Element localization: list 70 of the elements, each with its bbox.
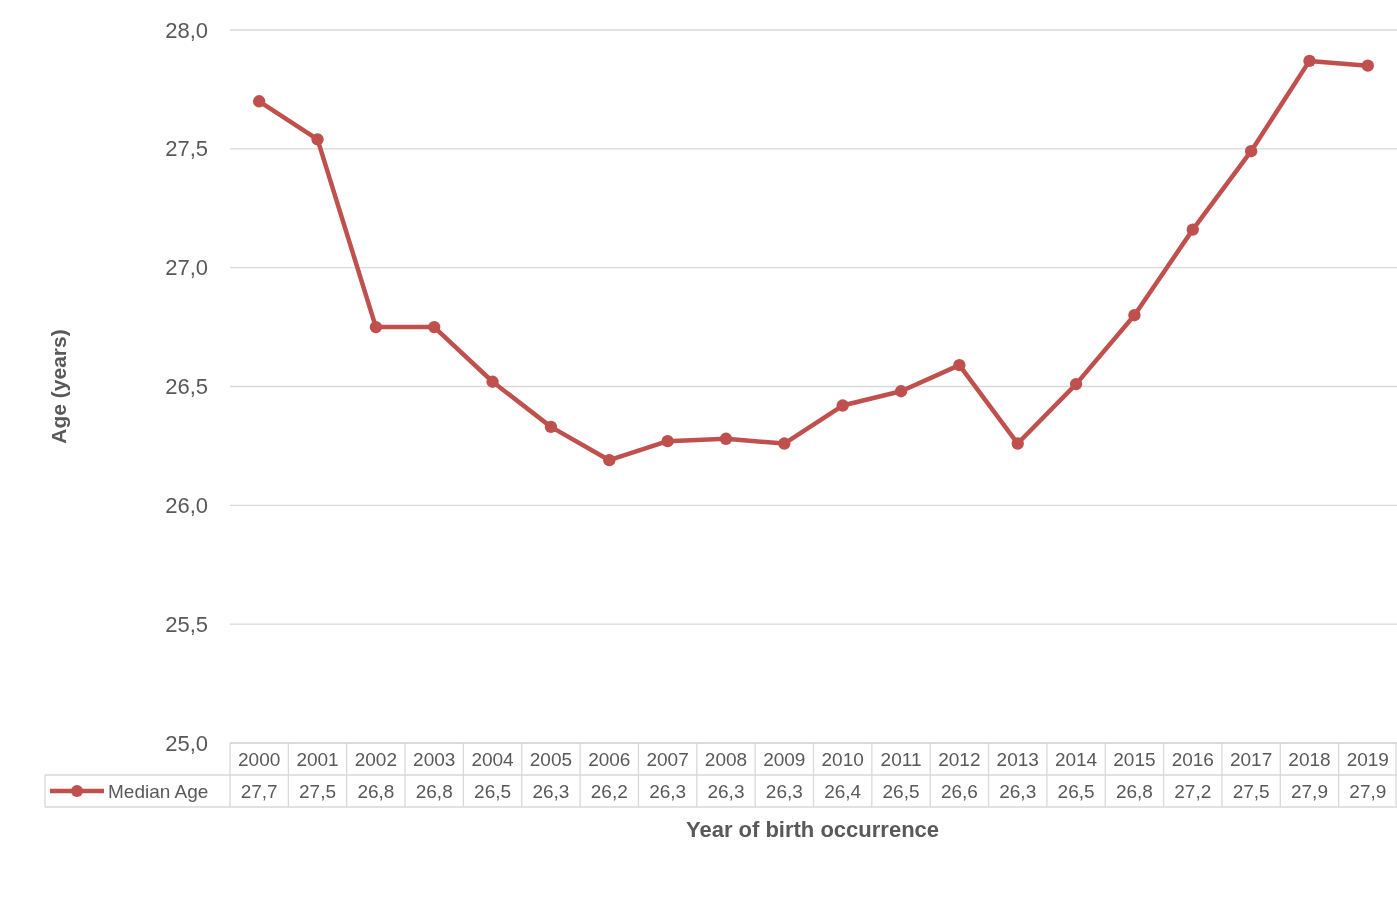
point: [1128, 309, 1141, 322]
data-label: 26,3: [532, 781, 570, 802]
point: [1011, 437, 1024, 450]
point: [953, 358, 966, 372]
x-tick-label: 2014: [1054, 749, 1098, 770]
point: [544, 420, 558, 434]
point: [1069, 377, 1083, 391]
y-axis-title: Age (years): [47, 329, 70, 444]
x-tick-label: 2013: [996, 749, 1039, 770]
data-label: 26,4: [824, 781, 862, 802]
data-label: 26,2: [590, 781, 628, 802]
point: [252, 95, 266, 108]
data-label: 26,5: [474, 781, 512, 802]
data-label: 26,8: [357, 781, 395, 802]
x-tick-label: 2008: [704, 749, 748, 770]
data-label: 27,5: [1232, 781, 1270, 802]
x-tick-label: 2012: [938, 749, 981, 770]
point: [369, 320, 383, 334]
point: [661, 435, 674, 448]
data-label: 27,2: [1174, 781, 1212, 802]
x-tick-label: 2010: [821, 749, 864, 770]
y-tick-label: 26,5: [165, 374, 208, 400]
data-label: 27,9: [1290, 781, 1328, 802]
point: [894, 385, 908, 398]
y-tick-label: 25,5: [165, 611, 208, 637]
point: [719, 432, 733, 445]
point: [1303, 54, 1316, 68]
x-tick-label: 2015: [1113, 749, 1156, 770]
x-tick-label: 2009: [763, 749, 806, 770]
x-tick-label: 2019: [1346, 749, 1389, 770]
point: [486, 375, 499, 388]
point: [836, 399, 849, 412]
x-tick-label: 2000: [238, 749, 281, 770]
x-tick-label: 2006: [588, 749, 631, 770]
y-tick-label: 27,0: [165, 255, 208, 281]
x-tick-label: 2011: [880, 749, 922, 770]
data-label: 27,7: [240, 781, 278, 802]
data-label: 26,3: [707, 781, 745, 802]
x-tick-label: 2018: [1288, 749, 1331, 770]
point: [428, 320, 441, 334]
data-label: 26,3: [649, 781, 687, 802]
data-label: 27,9: [1349, 781, 1387, 802]
point: [1244, 145, 1258, 158]
y-tick-label: 25,0: [165, 730, 208, 756]
data-label: 27,5: [299, 781, 337, 802]
x-tick-label: 2016: [1171, 749, 1214, 770]
point: [1186, 223, 1199, 236]
x-tick-label: 2003: [413, 749, 456, 770]
x-tick-label: 2007: [646, 749, 689, 770]
x-tick-label: 2002: [354, 749, 398, 770]
point: [311, 133, 324, 146]
y-tick-label: 26,0: [165, 492, 208, 518]
x-tick-label: 2017: [1229, 749, 1273, 770]
point: [1361, 59, 1374, 72]
point: [603, 454, 616, 467]
x-tick-label: 2001: [296, 749, 339, 770]
data-label: 26,6: [940, 781, 978, 802]
y-tick-label: 28,0: [165, 17, 208, 43]
data-label: 26,8: [415, 781, 453, 802]
data-label: 26,3: [765, 781, 803, 802]
data-label: 26,5: [1057, 781, 1095, 802]
data-label: 26,8: [1115, 781, 1153, 802]
x-tick-label: 2004: [471, 749, 515, 770]
data-label: 26,5: [882, 781, 920, 802]
x-tick-label: 2005: [529, 749, 573, 770]
y-tick-label: 27,5: [165, 136, 208, 162]
x-axis-title: Year of birth occurrence: [685, 817, 940, 842]
legend-label: Median Age: [108, 781, 209, 802]
point: [778, 437, 791, 450]
data-label: 26,3: [999, 781, 1037, 802]
